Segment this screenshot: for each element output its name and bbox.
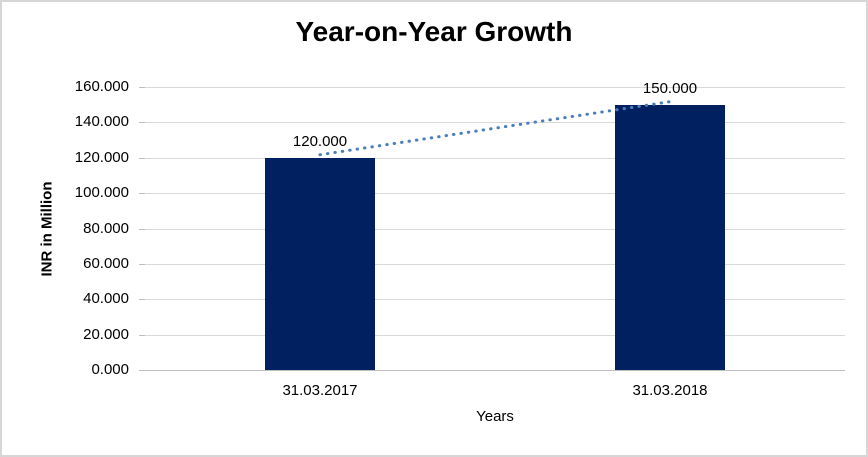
gridline — [145, 158, 845, 159]
y-tick-label: 80.000 — [83, 220, 129, 237]
y-axis-tick — [139, 229, 145, 230]
y-tick-label: 40.000 — [83, 290, 129, 307]
y-axis-tick — [139, 370, 145, 371]
y-tick-label: 140.000 — [74, 113, 129, 130]
y-axis-tick — [139, 158, 145, 159]
x-tick-label-2017: 31.03.2017 — [282, 382, 358, 399]
gridline — [145, 193, 845, 194]
gridline — [145, 299, 845, 300]
trendline — [318, 100, 672, 157]
bar-value-label-2018: 150.000 — [642, 80, 698, 97]
gridline — [145, 335, 845, 336]
x-axis-title: Years — [476, 408, 514, 425]
x-axis-line — [145, 370, 845, 371]
gridline — [145, 264, 845, 265]
bar-group-2017: 120.000 — [145, 87, 495, 370]
y-tick-label: 160.000 — [74, 78, 129, 95]
y-axis-tick — [139, 299, 145, 300]
gridline — [145, 229, 845, 230]
gridline — [145, 87, 845, 88]
y-tick-label: 20.000 — [83, 326, 129, 343]
bar-value-label-2017: 120.000 — [292, 133, 348, 150]
gridline — [145, 122, 845, 123]
bar-31-03-2018 — [615, 105, 725, 370]
y-axis-tick — [139, 87, 145, 88]
y-axis-tick — [139, 335, 145, 336]
y-tick-label: 0.000 — [91, 361, 129, 378]
plot-area: 0.000 20.000 40.000 60.000 80.000 100.000 120.… — [75, 78, 845, 399]
y-tick-label: 60.000 — [83, 255, 129, 272]
chart-title: Year-on-Year Growth — [295, 16, 573, 47]
y-axis-tick — [139, 264, 145, 265]
x-tick-label-2018: 31.03.2018 — [632, 382, 708, 399]
y-axis-tick — [139, 122, 145, 123]
y-axis-tick — [139, 193, 145, 194]
bar-group-2018: 150.000 — [495, 80, 845, 370]
y-tick-label: 100.000 — [74, 184, 129, 201]
y-tick-label: 120.000 — [74, 149, 129, 166]
bar-31-03-2017 — [265, 158, 375, 370]
